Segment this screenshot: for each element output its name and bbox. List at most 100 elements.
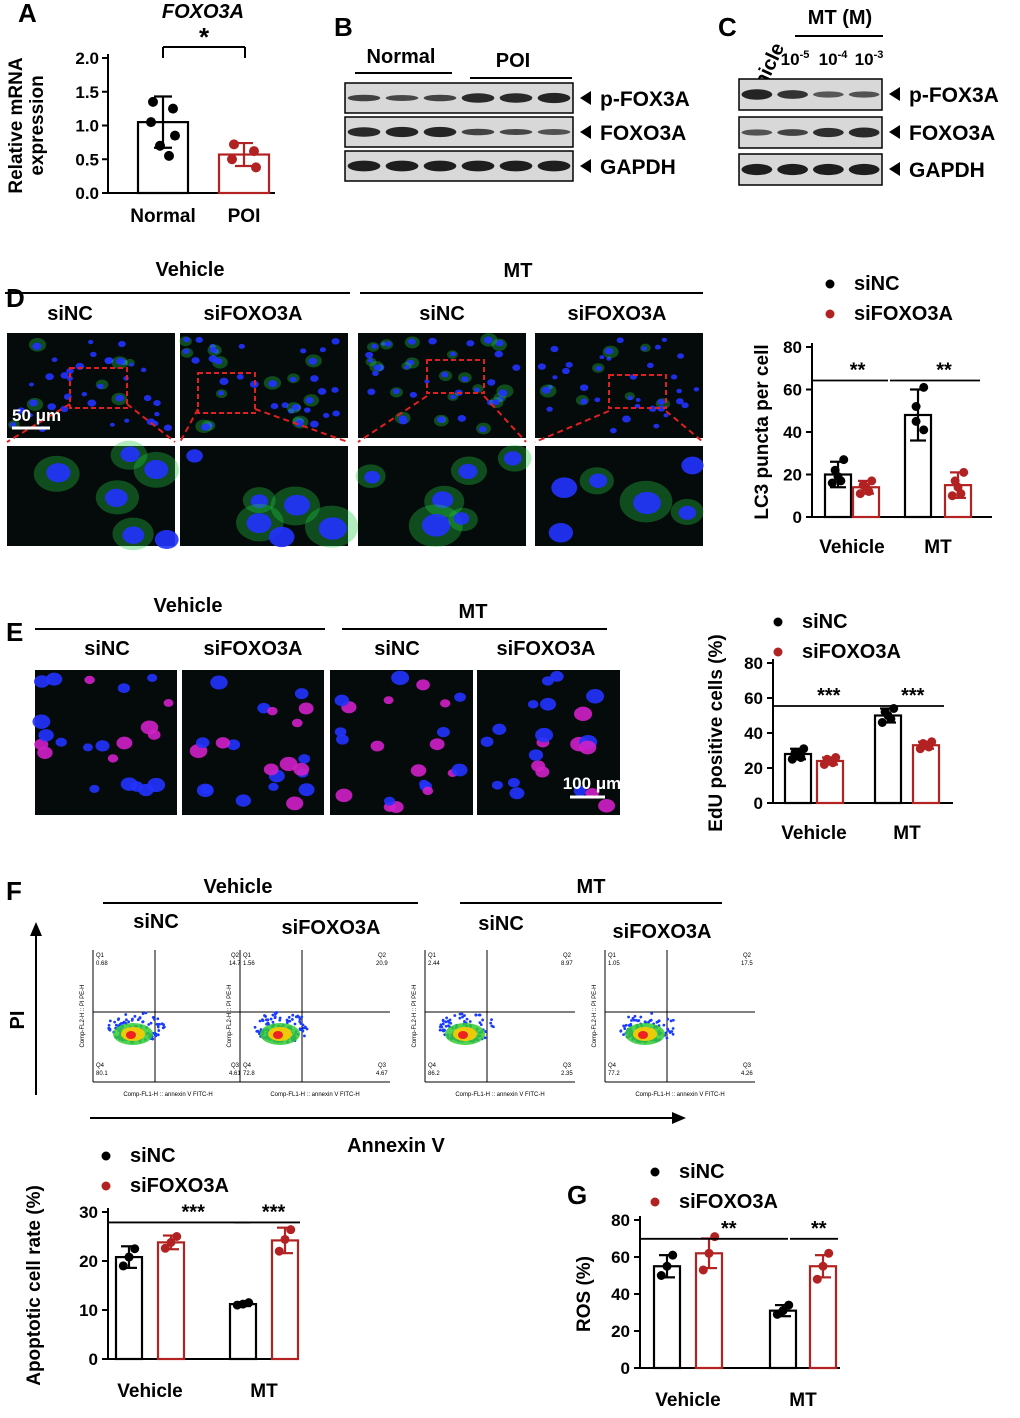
legend-marker	[650, 1197, 660, 1207]
significance-label: *	[199, 22, 210, 52]
nucleus	[279, 756, 298, 772]
nucleus	[416, 679, 430, 691]
event-dot	[257, 1030, 261, 1034]
nucleus	[32, 342, 42, 350]
event-dot	[303, 1034, 306, 1038]
flow-y-label: Comp-FL2-H :: PI PE-H	[592, 984, 598, 1047]
data-point	[148, 96, 158, 107]
band-arrow	[580, 125, 591, 139]
nucleus	[201, 423, 210, 431]
subgroup-label: siFOXO3A	[282, 917, 381, 939]
quadrant-value: 4.67	[376, 1071, 388, 1077]
band-label: p-FOX3A	[600, 88, 690, 111]
group-label-mt: MT	[577, 876, 606, 898]
event-dot	[153, 1018, 156, 1021]
data-point	[170, 130, 180, 141]
data-point	[130, 1244, 140, 1254]
data-point	[812, 1274, 822, 1284]
panel-letter-B: B	[334, 12, 353, 42]
event-dot	[302, 1026, 306, 1030]
nucleus	[120, 446, 140, 463]
event-dot	[144, 1011, 148, 1015]
nucleus	[365, 351, 374, 359]
nucleus	[129, 362, 135, 367]
nucleus	[407, 338, 416, 345]
event-dot	[127, 1020, 130, 1024]
nucleus	[82, 743, 93, 752]
data-point	[249, 146, 259, 157]
blot-band	[741, 163, 773, 176]
panel-letter-A: A	[18, 0, 37, 28]
nucleus	[334, 694, 350, 707]
x-tick-label: MT	[789, 1390, 817, 1411]
subgroup-label: siNC	[374, 638, 420, 660]
y-tick-label: 30	[79, 1203, 98, 1222]
nucleus	[117, 683, 131, 694]
nucleus	[604, 347, 614, 355]
event-dot	[442, 1028, 446, 1032]
data-point	[956, 489, 966, 499]
nucleus	[195, 336, 203, 343]
blot-frame	[344, 82, 574, 114]
nucleus	[51, 357, 58, 363]
panel-letter-C: C	[718, 12, 737, 42]
blot-band	[347, 94, 381, 102]
nucleus	[497, 396, 504, 402]
quadrant-id: Q3	[378, 1063, 387, 1069]
nucleus	[208, 355, 218, 363]
nucleus	[37, 746, 53, 759]
nucleus	[115, 357, 125, 365]
nucleus	[653, 423, 660, 429]
nucleus	[9, 422, 17, 428]
event-dot	[449, 1021, 453, 1025]
quadrant-id: Q1	[96, 953, 105, 959]
density-peak	[273, 1031, 283, 1039]
pi-axis-label: PI	[7, 1011, 29, 1030]
band-label: GAPDH	[600, 156, 676, 179]
band-arrow	[580, 159, 591, 173]
x-tick-label: Vehicle	[655, 1390, 721, 1411]
nucleus	[548, 523, 573, 543]
nucleus	[268, 526, 295, 548]
nucleus	[66, 367, 74, 375]
significance-label: **	[936, 360, 952, 382]
quadrant-value: 14.7	[229, 961, 241, 967]
event-dot	[299, 1028, 302, 1032]
y-tick-label: 0.5	[75, 150, 99, 169]
event-dot	[299, 1022, 303, 1025]
nucleus	[209, 346, 218, 353]
y-tick-label: 80	[783, 338, 802, 357]
event-dot	[666, 1027, 669, 1031]
event-dot	[278, 1016, 282, 1020]
micrograph-E-1	[182, 670, 324, 815]
legend-marker	[101, 1181, 111, 1191]
event-dot	[294, 1015, 298, 1019]
panel-F-chart: 0 10 20 30 Apoptotic cell rate (%) Vehicle MT	[24, 1185, 300, 1402]
nucleus	[38, 729, 54, 742]
event-dot	[664, 1031, 668, 1035]
event-dot	[261, 1018, 264, 1022]
nucleus	[436, 726, 450, 738]
nucleus	[116, 736, 133, 750]
y-axis-label: Apoptotic cell rate (%)	[24, 1185, 45, 1386]
y-axis-label: LC3 puncta per cell	[752, 344, 773, 519]
data-point	[867, 476, 877, 486]
y-tick-label: 20	[783, 466, 802, 485]
data-point	[959, 467, 969, 477]
nucleus	[147, 729, 161, 740]
data-point	[232, 1300, 242, 1310]
event-dot	[287, 1015, 291, 1019]
y-tick-label: 40	[783, 423, 802, 442]
y-tick-label: 60	[744, 689, 763, 708]
nucleus	[109, 422, 115, 427]
blot-band	[777, 129, 808, 136]
flow-x-label: Comp-FL1-H :: annexin V FITC-H	[123, 1092, 212, 1098]
data-point	[668, 1250, 678, 1260]
nucleus	[428, 337, 437, 345]
data-point	[839, 455, 849, 465]
event-dot	[438, 1028, 442, 1032]
nucleus	[676, 388, 682, 394]
micrograph-frame	[7, 446, 175, 546]
data-point	[827, 478, 837, 488]
